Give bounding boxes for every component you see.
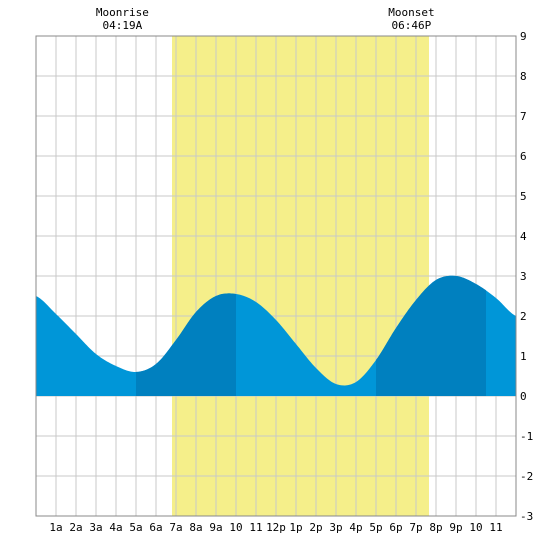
y-tick-label: 5 — [520, 190, 527, 203]
grid-layer — [36, 35, 516, 517]
tide-area-shaded — [136, 293, 236, 396]
x-tick-label: 2a — [69, 521, 82, 534]
plot-frame — [35, 35, 517, 517]
y-tick-label: 4 — [520, 230, 527, 243]
x-tick-label: 1a — [49, 521, 62, 534]
x-tick-label: 9a — [209, 521, 222, 534]
x-tick-label: 11 — [489, 521, 502, 534]
tide-area-layer — [36, 275, 516, 396]
x-tick-label: 4p — [349, 521, 362, 534]
x-tick-labels: 1a 2a 3a 4a 5a 6a 7a 8a 9a 10 11 12p 1p 2p 3p 4p 5p 6p 7p 8… — [49, 521, 502, 534]
moon-event-label: Moonrise — [96, 6, 149, 19]
x-tick-label: 8p — [429, 521, 442, 534]
x-tick-label: 6p — [389, 521, 402, 534]
x-tick-label: 7p — [409, 521, 422, 534]
x-tick-label: 2p — [309, 521, 322, 534]
y-tick-label: 0 — [520, 390, 527, 403]
moon-event-label: Moonset — [388, 6, 434, 19]
y-tick-label: 6 — [520, 150, 527, 163]
x-tick-label: 3a — [89, 521, 102, 534]
y-tick-label: 9 — [520, 30, 527, 43]
x-tick-label: 6a — [149, 521, 162, 534]
x-tick-label: 9p — [449, 521, 462, 534]
x-tick-label: 10 — [469, 521, 482, 534]
y-tick-label: 2 — [520, 310, 527, 323]
x-tick-label: 10 — [229, 521, 242, 534]
tide-area-shaded — [376, 275, 486, 396]
x-tick-label: 5p — [369, 521, 382, 534]
x-tick-label: 4a — [109, 521, 122, 534]
y-tick-label: -1 — [520, 430, 533, 443]
x-tick-label: 1p — [289, 521, 302, 534]
x-tick-label: 11 — [249, 521, 262, 534]
y-tick-label: -2 — [520, 470, 533, 483]
x-tick-label: 3p — [329, 521, 342, 534]
y-tick-labels: -3 -2 -1 0 1 2 3 4 5 6 7 8 9 — [520, 30, 533, 523]
x-tick-label: 7a — [169, 521, 182, 534]
y-tick-label: 1 — [520, 350, 527, 363]
moon-event-time: 04:19A — [103, 19, 143, 32]
x-tick-label: 12p — [266, 521, 286, 534]
y-tick-label: 7 — [520, 110, 527, 123]
y-tick-label: 8 — [520, 70, 527, 83]
x-tick-label: 5a — [129, 521, 142, 534]
y-tick-label: -3 — [520, 510, 533, 523]
y-tick-label: 3 — [520, 270, 527, 283]
moon-event-time: 06:46P — [392, 19, 432, 32]
x-tick-label: 8a — [189, 521, 202, 534]
